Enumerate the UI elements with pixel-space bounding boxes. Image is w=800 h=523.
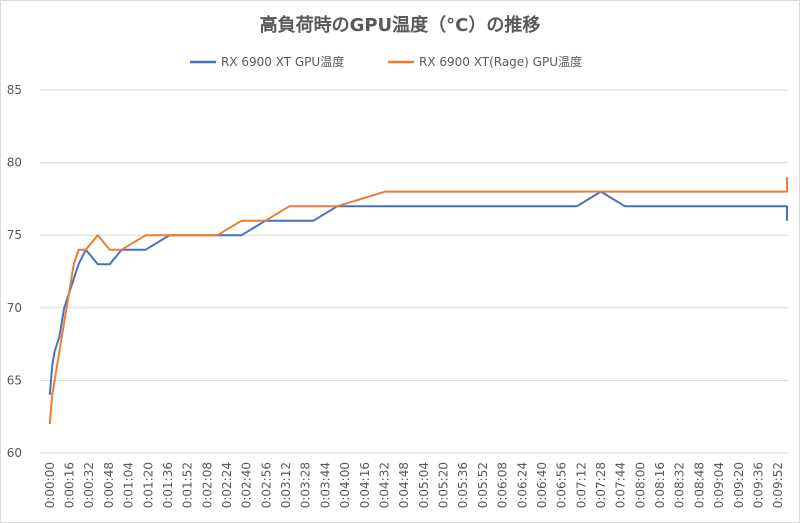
legend: RX 6900 XT GPU温度 RX 6900 XT(Rage) GPU温度 xyxy=(190,54,582,69)
x-tick-label: 0:05:20 xyxy=(437,462,451,508)
series-line-0 xyxy=(48,190,788,395)
x-tick-label: 0:02:24 xyxy=(220,462,234,508)
x-tick-label: 0:06:40 xyxy=(535,462,549,508)
x-tick-label: 0:03:12 xyxy=(279,462,293,508)
x-tick-label: 0:07:28 xyxy=(594,462,608,508)
x-tick-label: 0:04:32 xyxy=(377,462,391,508)
x-tick-label: 0:02:08 xyxy=(200,462,214,508)
x-tick-label: 0:07:44 xyxy=(614,462,628,508)
x-tick-label: 0:00:00 xyxy=(43,462,57,508)
series-line-1 xyxy=(48,177,788,425)
y-tick-label: 75 xyxy=(7,228,22,242)
x-tick-label: 0:05:04 xyxy=(417,462,431,508)
x-axis: 0:00:00 0:00:16 0:00:32 0:00:48 0:01:04 0:01:… xyxy=(43,462,785,508)
y-tick-label: 60 xyxy=(7,446,22,460)
x-tick-label: 0:09:52 xyxy=(771,462,785,508)
x-tick-label: 0:06:24 xyxy=(515,462,529,508)
y-axis: 60 65 70 75 80 85 xyxy=(7,83,22,460)
x-tick-label: 0:08:32 xyxy=(673,462,687,508)
x-tick-label: 0:06:56 xyxy=(555,462,569,508)
x-tick-label: 0:09:04 xyxy=(712,462,726,508)
x-tick-label: 0:08:48 xyxy=(692,462,706,508)
x-tick-label: 0:02:40 xyxy=(240,462,254,508)
y-tick-label: 80 xyxy=(7,156,22,170)
x-tick-label: 0:03:44 xyxy=(318,462,332,508)
legend-label-series-0: RX 6900 XT GPU温度 xyxy=(221,54,344,69)
x-tick-label: 0:04:00 xyxy=(338,462,352,508)
chart-title: 高負荷時のGPU温度（°C）の推移 xyxy=(260,14,541,36)
x-tick-label: 0:00:16 xyxy=(63,462,77,508)
x-tick-label: 0:03:28 xyxy=(299,462,313,508)
x-tick-label: 0:00:48 xyxy=(102,462,116,508)
x-tick-label: 0:01:04 xyxy=(122,462,136,508)
y-tick-label: 70 xyxy=(7,301,22,315)
plot-area xyxy=(48,177,788,425)
gridlines xyxy=(40,89,788,454)
x-tick-label: 0:04:48 xyxy=(397,462,411,508)
x-tick-label: 0:04:16 xyxy=(358,462,372,508)
x-tick-label: 0:08:00 xyxy=(633,462,647,508)
x-tick-label: 0:01:36 xyxy=(161,462,175,508)
x-tick-label: 0:01:52 xyxy=(181,462,195,508)
x-tick-label: 0:08:16 xyxy=(653,462,667,508)
y-tick-label: 65 xyxy=(7,373,22,387)
x-tick-label: 0:05:36 xyxy=(456,462,470,508)
y-tick-label: 85 xyxy=(7,83,22,97)
x-tick-label: 0:09:20 xyxy=(732,462,746,508)
x-tick-label: 0:09:36 xyxy=(751,462,765,508)
x-tick-label: 0:00:32 xyxy=(82,462,96,508)
x-tick-label: 0:07:12 xyxy=(574,462,588,508)
x-tick-label: 0:01:20 xyxy=(141,462,155,508)
legend-label-series-1: RX 6900 XT(Rage) GPU温度 xyxy=(419,54,582,69)
x-tick-label: 0:02:56 xyxy=(259,462,273,508)
x-tick-label: 0:05:52 xyxy=(476,462,490,508)
x-tick-label: 0:06:08 xyxy=(496,462,510,508)
